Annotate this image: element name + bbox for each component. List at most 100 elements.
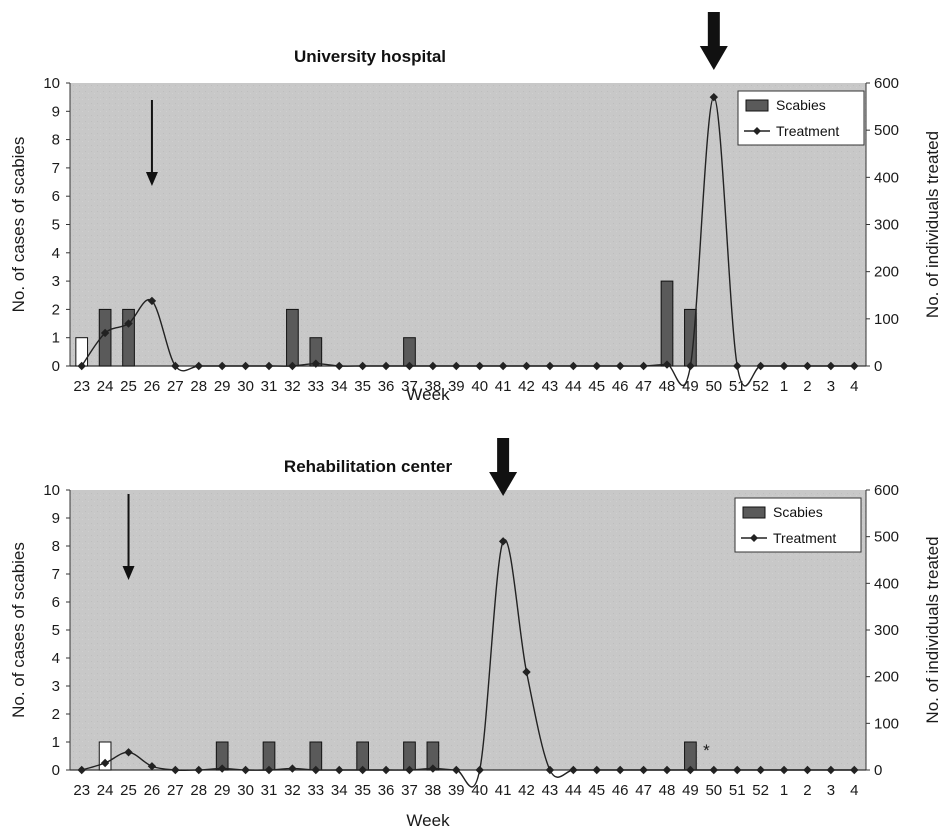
x-tick-label: 32 (284, 378, 301, 395)
treatment-point (756, 361, 765, 371)
x-tick-label: 52 (752, 378, 769, 395)
treatment-point (592, 361, 601, 371)
treatment-point (335, 765, 344, 775)
y2-tick-label: 0 (874, 358, 882, 375)
treatment-point (358, 765, 367, 775)
x-tick-label: 40 (471, 378, 488, 395)
legend-swatch-scabies (745, 99, 769, 112)
y2-tick-label: 500 (874, 122, 899, 139)
x-tick-label: 45 (588, 378, 605, 395)
y-tick-label: 9 (52, 103, 60, 120)
x-tick-label: 47 (635, 378, 652, 395)
x-tick-label: 41 (495, 378, 512, 395)
x-tick-label: 37 (401, 782, 418, 799)
legend: Scabies Treatment (737, 90, 865, 146)
chart-title: University hospital (294, 47, 446, 66)
x-tick-label: 24 (97, 378, 114, 395)
y-tick-label: 3 (52, 273, 60, 290)
treatment-point (147, 762, 157, 771)
treatment-point (639, 765, 648, 775)
treatment-point (475, 765, 484, 775)
y-tick-label: 10 (43, 75, 60, 92)
thick-arrow-head (699, 46, 728, 70)
treatment-point (194, 361, 203, 371)
treatment-point (803, 361, 812, 371)
x-tick-label: 50 (705, 378, 722, 395)
y-tick-label: 6 (52, 594, 60, 611)
y2-tick-label: 100 (874, 715, 899, 732)
treatment-point (100, 328, 110, 338)
treatment-point (194, 765, 203, 775)
bar (122, 308, 135, 367)
x-tick-label: 47 (635, 782, 652, 799)
x-tick-label: 39 (448, 782, 465, 799)
treatment-point (826, 361, 836, 371)
treatment-point (358, 361, 367, 371)
treatment-point (498, 361, 508, 371)
treatment-point (171, 765, 180, 775)
x-tick-label: 3 (827, 378, 835, 395)
y-tick-label: 10 (43, 482, 60, 499)
y-tick-label: 2 (52, 301, 60, 318)
x-tick-label: 36 (378, 378, 395, 395)
treatment-point (803, 765, 812, 775)
treatment-point (826, 765, 836, 775)
y2-tick-label: 200 (874, 264, 899, 281)
treatment-point (522, 667, 531, 677)
x-tick-label: 30 (237, 782, 254, 799)
x-tick-label: 30 (237, 378, 254, 395)
treatment-point (615, 361, 625, 371)
x-tick-label: 24 (97, 782, 114, 799)
treatment-point (545, 765, 555, 775)
treatment-point (405, 765, 414, 775)
x-tick-label: 42 (518, 782, 535, 799)
treatment-point (686, 361, 695, 371)
y-tick-label: 8 (52, 132, 60, 149)
treatment-point (452, 361, 461, 371)
treatment-point (615, 765, 625, 775)
treatment-point (77, 765, 86, 775)
x-tick-label: 1 (780, 378, 788, 395)
x-tick-label: 26 (144, 378, 161, 395)
treatment-point (241, 765, 250, 775)
legend-swatch-scabies (742, 506, 766, 519)
treatment-point (288, 764, 297, 773)
x-tick-label: 1 (780, 782, 788, 799)
y-tick-label: 2 (52, 706, 60, 723)
y2-tick-label: 200 (874, 669, 899, 686)
bar (98, 741, 112, 771)
y2-tick-label: 100 (874, 311, 899, 328)
treatment-point (756, 765, 765, 775)
x-tick-label: 38 (425, 378, 442, 395)
treatment-point (779, 765, 789, 775)
x-tick-label: 52 (752, 782, 769, 799)
x-tick-label: 51 (729, 378, 746, 395)
legend-label-treatment: Treatment (776, 123, 839, 139)
x-tick-label: 51 (729, 782, 746, 799)
treatment-point (264, 361, 274, 371)
y-tick-label: 8 (52, 538, 60, 555)
y-tick-label: 1 (52, 330, 60, 347)
thin-arrow-head (122, 566, 135, 580)
treatment-point (569, 361, 578, 371)
x-tick-label: 35 (354, 782, 371, 799)
x-tick-label: 43 (542, 782, 559, 799)
treatment-point (452, 765, 461, 775)
treatment-point (171, 361, 180, 371)
x-tick-label: 42 (518, 378, 535, 395)
x-tick-label: 27 (167, 378, 184, 395)
treatment-point (850, 361, 859, 371)
legend-label-scabies: Scabies (773, 504, 823, 520)
y-tick-label: 3 (52, 678, 60, 695)
treatment-point (405, 361, 414, 371)
x-tick-label: 2 (803, 782, 811, 799)
x-tick-label: 43 (542, 378, 559, 395)
y2-axis-label: No. of individuals treated (923, 536, 942, 723)
treatment-point (217, 361, 227, 371)
y-tick-label: 5 (52, 622, 60, 639)
legend-marker-treatment (753, 127, 761, 135)
x-tick-label: 23 (73, 782, 90, 799)
thick-arrow-shaft (497, 438, 510, 474)
x-tick-label: 2 (803, 378, 811, 395)
y2-tick-label: 0 (874, 762, 882, 779)
